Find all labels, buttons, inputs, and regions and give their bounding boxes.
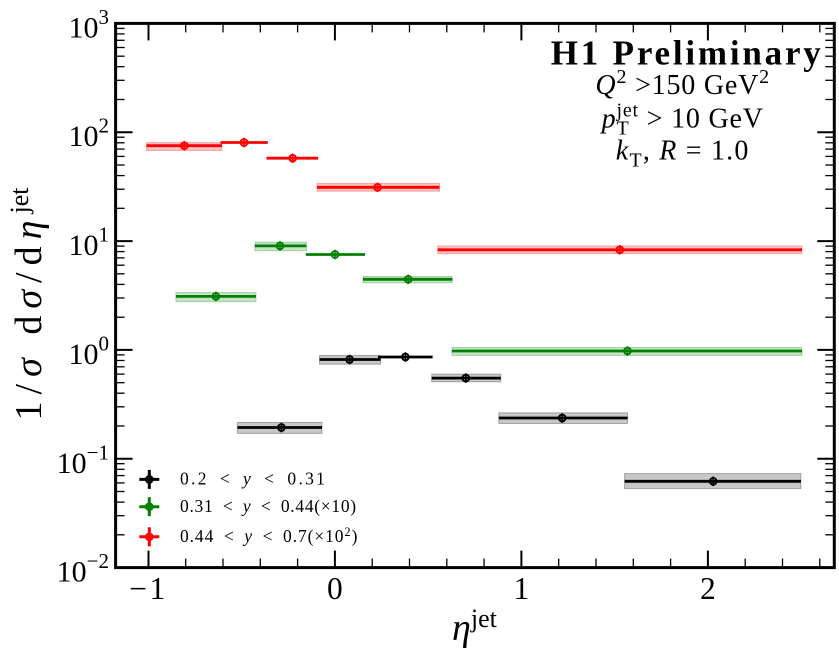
svg-text:pTjet > 10 GeV: pTjet > 10 GeV: [600, 99, 764, 139]
svg-text:0.31 < y < 0.44(×10): 0.31 < y < 0.44(×10): [180, 496, 357, 516]
svg-text:Q2 >150 GeV2: Q2 >150 GeV2: [595, 66, 770, 101]
svg-text:kT, R = 1.0: kT, R = 1.0: [616, 136, 750, 172]
svg-text:−1: −1: [129, 571, 168, 606]
svg-text:H1 Preliminary: H1 Preliminary: [551, 34, 824, 73]
svg-text:1: 1: [514, 571, 530, 606]
svg-text:0: 0: [327, 571, 343, 606]
svg-text:10−1: 10−1: [57, 440, 109, 480]
svg-text:0.44 < y < 0.7(×102): 0.44 < y < 0.7(×102): [180, 525, 358, 546]
svg-text:2: 2: [700, 571, 716, 606]
svg-text:1/σ dσ/dηjet: 1/σ dσ/dηjet: [5, 187, 50, 421]
svg-text:0.2 < y < 0.31: 0.2 < y < 0.31: [180, 469, 327, 489]
